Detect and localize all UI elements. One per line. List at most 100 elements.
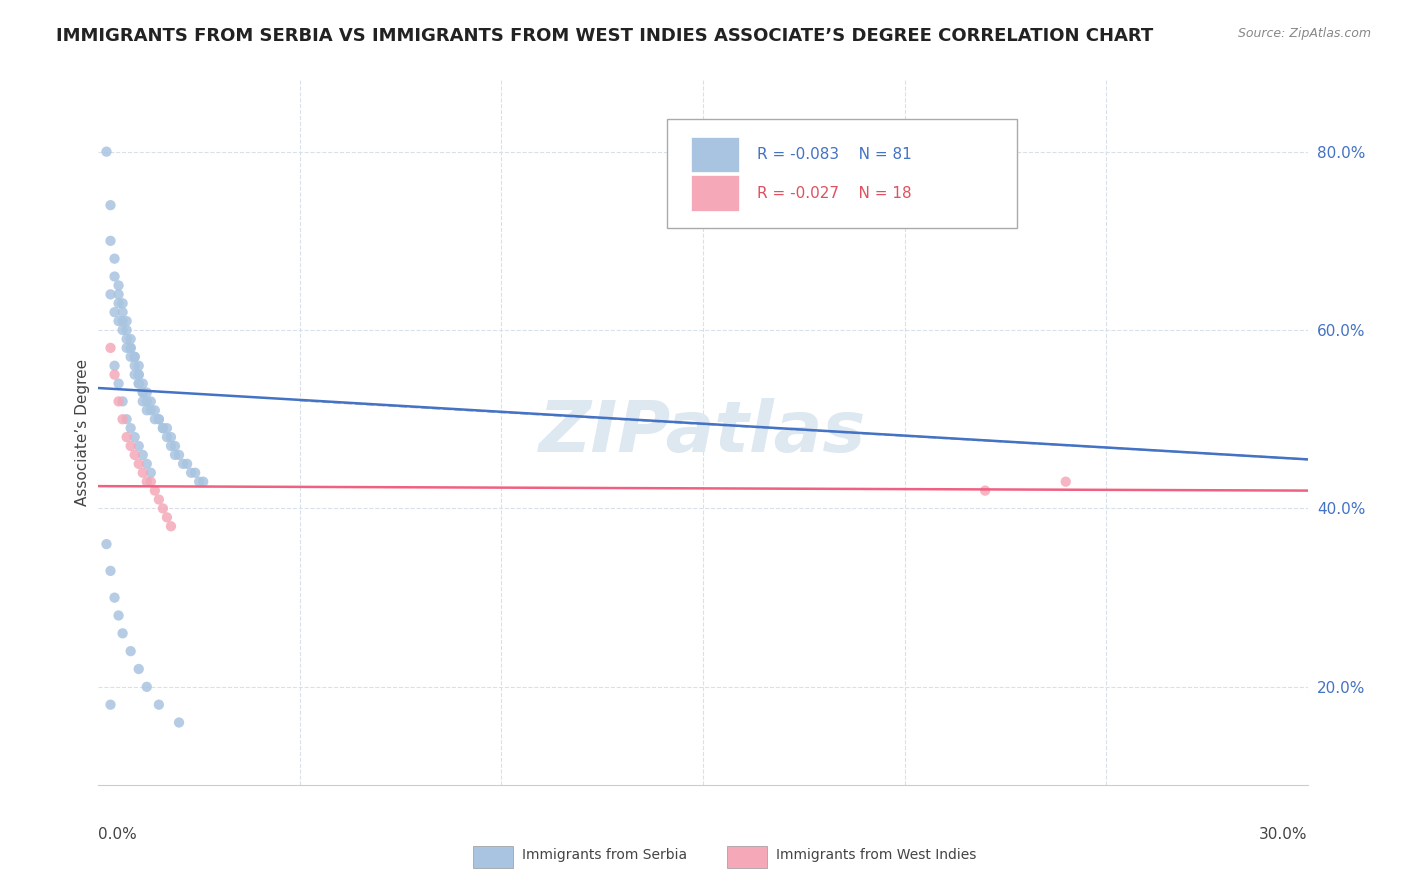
Point bbox=[120, 332, 142, 346]
Point bbox=[120, 439, 142, 453]
Text: IMMIGRANTS FROM SERBIA VS IMMIGRANTS FROM WEST INDIES ASSOCIATE’S DEGREE CORRELA: IMMIGRANTS FROM SERBIA VS IMMIGRANTS FRO… bbox=[56, 27, 1153, 45]
Point bbox=[111, 296, 134, 310]
Point bbox=[96, 537, 118, 551]
Point bbox=[124, 359, 146, 373]
Point bbox=[139, 403, 162, 417]
FancyBboxPatch shape bbox=[474, 846, 513, 868]
FancyBboxPatch shape bbox=[690, 176, 740, 211]
Point bbox=[115, 323, 138, 337]
Point bbox=[111, 323, 134, 337]
Point bbox=[193, 475, 215, 489]
Point bbox=[120, 350, 142, 364]
Point bbox=[974, 483, 997, 498]
Point bbox=[103, 591, 125, 605]
Point bbox=[156, 421, 179, 435]
Text: 30.0%: 30.0% bbox=[1260, 827, 1308, 842]
Point bbox=[124, 350, 146, 364]
Point bbox=[107, 278, 129, 293]
Point bbox=[139, 466, 162, 480]
Point bbox=[103, 269, 125, 284]
Point bbox=[115, 430, 138, 444]
Point bbox=[139, 475, 162, 489]
Point bbox=[124, 350, 146, 364]
Text: R = -0.027    N = 18: R = -0.027 N = 18 bbox=[758, 186, 912, 201]
Point bbox=[107, 394, 129, 409]
Point bbox=[128, 457, 150, 471]
Point bbox=[132, 376, 155, 391]
Point bbox=[103, 359, 125, 373]
Point bbox=[115, 314, 138, 328]
Point bbox=[135, 475, 157, 489]
Text: R = -0.083    N = 81: R = -0.083 N = 81 bbox=[758, 147, 912, 161]
Point bbox=[132, 448, 155, 462]
Point bbox=[160, 439, 183, 453]
Point bbox=[128, 376, 150, 391]
Point bbox=[107, 314, 129, 328]
Point bbox=[100, 198, 122, 212]
Point bbox=[103, 368, 125, 382]
Point bbox=[139, 394, 162, 409]
Point bbox=[152, 501, 174, 516]
Text: Source: ZipAtlas.com: Source: ZipAtlas.com bbox=[1237, 27, 1371, 40]
Point bbox=[128, 368, 150, 382]
Point bbox=[184, 466, 207, 480]
Point bbox=[120, 341, 142, 355]
Point bbox=[107, 608, 129, 623]
Point bbox=[120, 421, 142, 435]
Point bbox=[100, 287, 122, 301]
Point bbox=[115, 332, 138, 346]
Y-axis label: Associate’s Degree: Associate’s Degree bbox=[75, 359, 90, 506]
Point bbox=[135, 394, 157, 409]
Point bbox=[152, 421, 174, 435]
Point bbox=[120, 341, 142, 355]
Point bbox=[135, 457, 157, 471]
Point bbox=[143, 483, 166, 498]
Point bbox=[135, 680, 157, 694]
Point bbox=[107, 296, 129, 310]
Point bbox=[111, 394, 134, 409]
Point bbox=[160, 430, 183, 444]
Point bbox=[103, 305, 125, 319]
Point bbox=[124, 368, 146, 382]
Point bbox=[1054, 475, 1077, 489]
Point bbox=[132, 466, 155, 480]
Point bbox=[156, 510, 179, 524]
Point bbox=[100, 698, 122, 712]
Point bbox=[152, 421, 174, 435]
Point bbox=[128, 439, 150, 453]
Point bbox=[160, 519, 183, 533]
Point bbox=[100, 341, 122, 355]
Text: 0.0%: 0.0% bbox=[98, 827, 138, 842]
Point bbox=[176, 457, 198, 471]
Point bbox=[132, 385, 155, 400]
Point bbox=[103, 252, 125, 266]
Point bbox=[100, 234, 122, 248]
Point bbox=[135, 385, 157, 400]
FancyBboxPatch shape bbox=[666, 119, 1018, 228]
Point bbox=[128, 359, 150, 373]
Point bbox=[100, 564, 122, 578]
Point bbox=[96, 145, 118, 159]
Point bbox=[124, 430, 146, 444]
Point bbox=[148, 412, 170, 426]
Point bbox=[143, 412, 166, 426]
Point bbox=[188, 475, 211, 489]
Point bbox=[120, 644, 142, 658]
Point bbox=[180, 466, 202, 480]
Point bbox=[111, 305, 134, 319]
Point bbox=[132, 385, 155, 400]
Point bbox=[128, 376, 150, 391]
Point bbox=[148, 698, 170, 712]
Point bbox=[124, 448, 146, 462]
Point bbox=[163, 439, 186, 453]
Text: ZIPatlas: ZIPatlas bbox=[540, 398, 866, 467]
Text: Immigrants from Serbia: Immigrants from Serbia bbox=[522, 848, 686, 863]
Point bbox=[163, 448, 186, 462]
Point bbox=[172, 457, 194, 471]
Point bbox=[132, 394, 155, 409]
Point bbox=[128, 662, 150, 676]
Point bbox=[111, 412, 134, 426]
Text: Immigrants from West Indies: Immigrants from West Indies bbox=[776, 848, 976, 863]
Point bbox=[167, 448, 190, 462]
Point bbox=[107, 287, 129, 301]
